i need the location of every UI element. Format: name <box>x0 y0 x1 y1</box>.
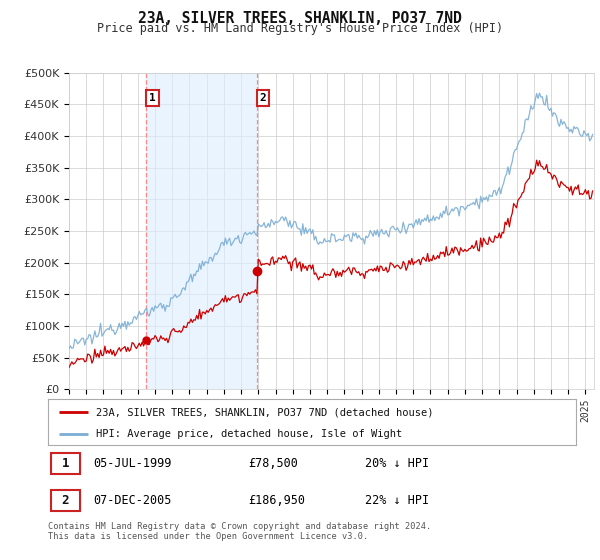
Text: 05-JUL-1999: 05-JUL-1999 <box>93 457 171 470</box>
FancyBboxPatch shape <box>50 490 80 511</box>
Text: 07-DEC-2005: 07-DEC-2005 <box>93 494 171 507</box>
Text: Price paid vs. HM Land Registry's House Price Index (HPI): Price paid vs. HM Land Registry's House … <box>97 22 503 35</box>
Text: £78,500: £78,500 <box>248 457 299 470</box>
Text: Contains HM Land Registry data © Crown copyright and database right 2024.
This d: Contains HM Land Registry data © Crown c… <box>48 522 431 542</box>
Text: 23A, SILVER TREES, SHANKLIN, PO37 7ND: 23A, SILVER TREES, SHANKLIN, PO37 7ND <box>138 11 462 26</box>
Text: HPI: Average price, detached house, Isle of Wight: HPI: Average price, detached house, Isle… <box>95 429 402 438</box>
Text: 20% ↓ HPI: 20% ↓ HPI <box>365 457 429 470</box>
Text: 2: 2 <box>260 93 266 103</box>
Text: 1: 1 <box>149 93 156 103</box>
Bar <box>146 73 257 389</box>
FancyBboxPatch shape <box>50 453 80 474</box>
Text: 22% ↓ HPI: 22% ↓ HPI <box>365 494 429 507</box>
Text: 2: 2 <box>61 494 69 507</box>
Text: £186,950: £186,950 <box>248 494 305 507</box>
Text: 23A, SILVER TREES, SHANKLIN, PO37 7ND (detached house): 23A, SILVER TREES, SHANKLIN, PO37 7ND (d… <box>95 407 433 417</box>
Text: 1: 1 <box>61 457 69 470</box>
